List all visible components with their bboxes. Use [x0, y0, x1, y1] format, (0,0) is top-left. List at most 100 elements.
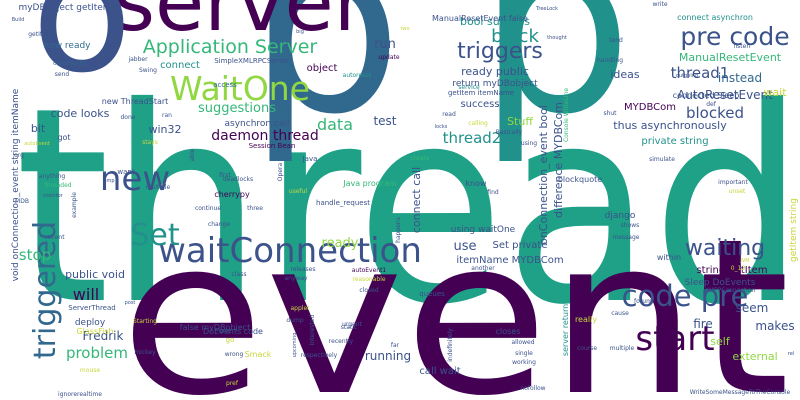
cloud-word: suggestions [198, 101, 276, 116]
cloud-word: p [477, 0, 633, 168]
cloud-word: mickey [134, 349, 156, 356]
cloud-word: read [442, 111, 456, 118]
cloud-word: able [189, 148, 196, 161]
cloud-word: now ready [43, 41, 91, 51]
cloud-word: GlassFish [76, 327, 113, 336]
cloud-word: myDBobject getItem [18, 3, 111, 13]
cloud-word: data [317, 115, 353, 134]
cloud-word: another [471, 265, 495, 272]
cloud-word: test [373, 114, 396, 128]
cloud-word: one [218, 327, 231, 335]
cloud-word: thread [15, 49, 800, 364]
cloud-word: useful [289, 188, 308, 195]
cloud-word: call wait [419, 366, 460, 377]
cloud-word: create [410, 155, 429, 162]
cloud-word: far [391, 342, 400, 349]
cloud-word: string getItem [696, 265, 767, 276]
cloud-word: anything [39, 173, 66, 180]
cloud-word: problem [66, 344, 128, 362]
cloud-word: seem [736, 301, 769, 315]
cloud-word: Java program [342, 179, 397, 188]
cloud-word: AutoResetEvent [677, 88, 773, 102]
cloud-word: onConnection_event bool [537, 105, 550, 245]
cloud-word: django [605, 211, 636, 221]
cloud-word: daemon thread [211, 128, 319, 144]
cloud-word: Sleep DoEvents [685, 278, 756, 288]
cloud-word: object [307, 63, 338, 74]
cloud-word: stays [142, 139, 158, 146]
cloud-word: itemName MYDBCom [456, 255, 563, 266]
cloud-word: org [14, 152, 24, 159]
cloud-word: o [32, 0, 133, 109]
cloud-word: waiting [685, 236, 765, 261]
cloud-word: JVM [739, 258, 749, 264]
cloud-word: threaded [44, 182, 71, 189]
cloud-word: interested [309, 315, 316, 346]
cloud-word: asynchron call [225, 119, 290, 129]
cloud-word: server [113, 0, 366, 49]
cloud-word: TreeLock [535, 6, 558, 12]
cloud-word: waitConnection [158, 231, 422, 271]
cloud-word: p [247, 0, 403, 168]
cloud-word: allowed [511, 339, 534, 346]
cloud-word: rel [788, 351, 794, 357]
cloud-word: code looks [51, 107, 110, 120]
cloud-word: handle_request [316, 199, 370, 207]
cloud-word: anyway [284, 275, 308, 282]
cloud-word: connect [160, 60, 200, 71]
cloud-word: multiple [146, 184, 171, 191]
cloud-word: void onConnection_event string itemName [11, 88, 21, 281]
cloud-word: applet [290, 305, 310, 312]
cloud-word: Application Server [143, 36, 318, 58]
cloud-word: cause [611, 310, 629, 317]
cloud-word: recently [329, 338, 354, 345]
cloud-word: getItem string [789, 198, 799, 262]
cloud-word: new ThreadStart [102, 97, 169, 106]
cloud-word: Set private [493, 240, 548, 251]
cloud-word: triggered [28, 221, 63, 359]
cloud-word: blockquote [558, 175, 602, 184]
cloud-word: Basically [496, 129, 523, 136]
cloud-word: fire [693, 317, 713, 331]
cloud-word: server return [561, 304, 570, 356]
cloud-word: thread2 [443, 129, 502, 147]
cloud-word: win32 [148, 123, 181, 136]
cloud-word: event [120, 192, 790, 400]
cloud-word: deadlocks [223, 176, 253, 183]
cloud-word: cherrypy [214, 190, 250, 199]
cloud-word: difference MYDBCom [552, 102, 565, 218]
cloud-word: want [117, 168, 134, 176]
cloud-word: stop [19, 246, 51, 264]
cloud-word: ready [322, 236, 359, 251]
cloud-word: handling [597, 57, 623, 64]
cloud-word: Smack [245, 350, 272, 359]
cloud-word: indefinitely [447, 328, 454, 362]
cloud-word: post [125, 300, 136, 306]
cloud-word: SimpleXMLRPCServer [214, 57, 290, 65]
cloud-word: Stuff [507, 115, 533, 128]
cloud-word: ready public [461, 65, 529, 78]
cloud-word: use [453, 239, 476, 254]
cloud-word: using waitOne [451, 225, 516, 235]
cloud-word: mouse [80, 367, 100, 374]
cloud-word: MDB [15, 198, 29, 205]
cloud-word: amp [103, 178, 114, 184]
cloud-word: update [378, 54, 399, 61]
cloud-word: getItem [28, 31, 52, 38]
cloud-word: simulate [649, 156, 675, 163]
cloud-word: wrong [225, 351, 244, 358]
cloud-word: Session Bean [249, 142, 296, 150]
cloud-word: Console WriteLine [563, 88, 570, 142]
cloud-word: working [512, 359, 536, 366]
cloud-word: start [635, 319, 714, 359]
cloud-word: bit [31, 122, 46, 135]
cloud-word: blocked [686, 104, 744, 122]
cloud-word: queues [419, 290, 445, 298]
cloud-word: MYDBCom [624, 102, 676, 113]
cloud-word: bool success [460, 15, 530, 28]
cloud-word: done [121, 114, 136, 121]
cloud-word: ServerThread [68, 304, 115, 312]
cloud-word: public void [65, 268, 125, 281]
cloud-word: urgent [342, 321, 362, 328]
cloud-word: single [515, 350, 533, 357]
